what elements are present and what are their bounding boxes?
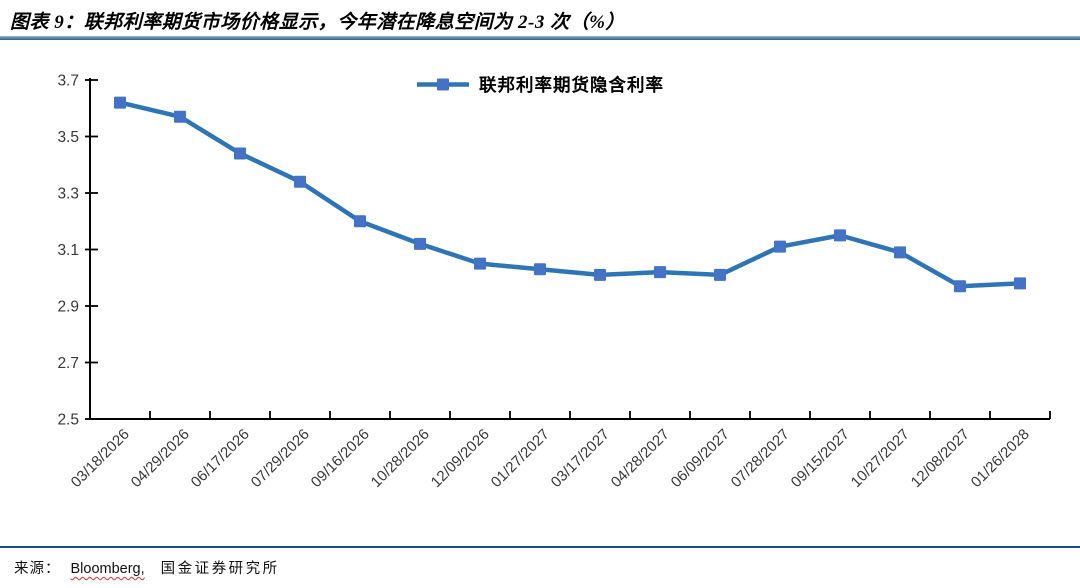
- line-chart: 2.5 2.7 2.9 3.1 3.3 3.5 3.7 03/18/202604/29/202…: [57, 73, 1051, 491]
- chart-area: 2.5 2.7 2.9 3.1 3.3 3.5 3.7 03/18/2026 04/29/202…: [0, 52, 1080, 542]
- svg-text:09/16/2026: 09/16/2026: [308, 426, 373, 491]
- svg-text:04/29/2026: 04/29/2026: [128, 426, 193, 491]
- svg-text:3.5: 3.5: [57, 129, 79, 146]
- svg-text:01/26/2028: 01/26/2028: [968, 426, 1033, 491]
- source-note: 来源： Bloomberg, 国金证券研究所: [14, 557, 280, 578]
- legend-line-marker-icon: [417, 78, 469, 91]
- source-bloomberg: Bloomberg,: [70, 561, 145, 577]
- svg-text:10/28/2026: 10/28/2026: [368, 426, 433, 491]
- svg-text:01/27/2027: 01/27/2027: [488, 426, 553, 491]
- chart-legend: 联邦利率期货隐含利率: [416, 72, 664, 97]
- svg-text:06/17/2026: 06/17/2026: [188, 426, 253, 491]
- title-divider: [0, 36, 1080, 40]
- svg-text:2.5: 2.5: [57, 412, 79, 429]
- svg-text:07/29/2026: 07/29/2026: [248, 426, 313, 491]
- svg-text:09/15/2027: 09/15/2027: [788, 426, 853, 491]
- svg-text:03/18/2026: 03/18/2026: [68, 426, 133, 491]
- legend-label: 联邦利率期货隐含利率: [479, 75, 664, 95]
- svg-text:2.7: 2.7: [57, 355, 79, 372]
- svg-text:12/09/2026: 12/09/2026: [428, 426, 493, 491]
- svg-text:3.7: 3.7: [57, 73, 79, 90]
- svg-text:12/08/2027: 12/08/2027: [908, 426, 973, 491]
- source-institution: 国金证券研究所: [160, 561, 280, 577]
- svg-text:2.9: 2.9: [57, 299, 79, 316]
- svg-text:04/28/2027: 04/28/2027: [608, 426, 673, 491]
- svg-text:10/27/2027: 10/27/2027: [848, 426, 913, 491]
- footer-divider: [0, 546, 1080, 548]
- svg-text:3.1: 3.1: [57, 242, 79, 259]
- svg-text:07/28/2027: 07/28/2027: [728, 426, 793, 491]
- svg-text:3.3: 3.3: [57, 186, 79, 203]
- figure-title: 图表 9：联邦利率期货市场价格显示，今年潜在降息空间为 2-3 次（%）: [10, 12, 625, 33]
- svg-text:03/17/2027: 03/17/2027: [548, 426, 613, 491]
- svg-text:06/09/2027: 06/09/2027: [668, 426, 733, 491]
- source-label: 来源：: [14, 561, 61, 577]
